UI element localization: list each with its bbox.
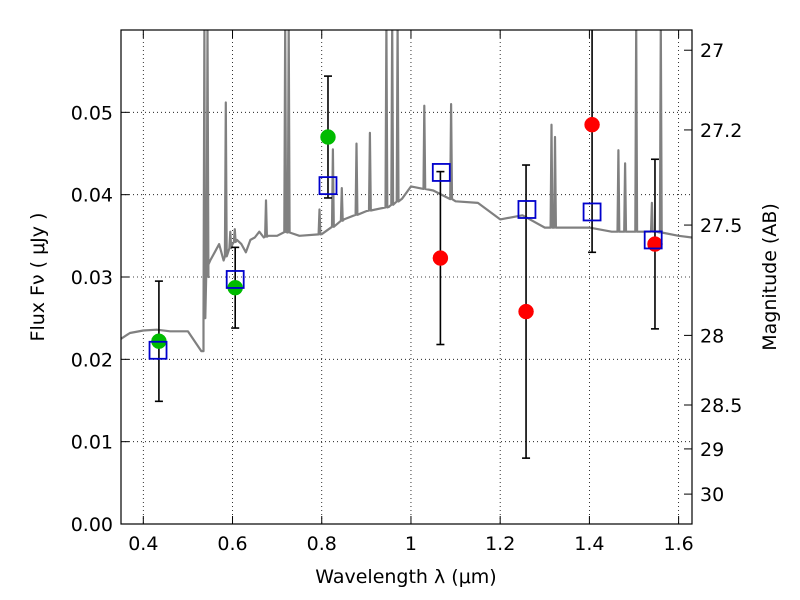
model-square-point (225, 270, 245, 289)
observed-point (518, 303, 534, 320)
plot-background (121, 30, 692, 524)
y-axis-title: Flux Fν ( μJy ) (27, 213, 49, 342)
x-tick-label: 1 (405, 533, 417, 555)
observed-point (320, 129, 336, 145)
mag-tick-label: 27.2 (700, 120, 742, 142)
x-tick-label: 1.6 (664, 533, 694, 555)
model-square-point (582, 202, 602, 222)
axis-ticks: 0.4 0.6 0.8 1 1.2 1.4 1.6 0.00 0.01 0.02 0.03 0.04 0… (71, 30, 742, 555)
mag-tick-label: 30 (700, 484, 724, 506)
mag-tick-label: 29 (700, 439, 724, 461)
y-axis-right-title: Magnitude (AB) (759, 203, 781, 351)
y-tick-label: 0.04 (71, 185, 113, 207)
data-points (148, 30, 663, 459)
mag-tick-label: 28 (700, 325, 724, 347)
model-square-point (148, 340, 168, 360)
model-square-point (431, 163, 451, 182)
mag-tick-label: 27.5 (700, 215, 742, 237)
x-tick-label: 0.6 (217, 533, 247, 555)
x-tick-label: 1.4 (574, 533, 604, 555)
model-spectrum-line (121, 30, 692, 353)
y-tick-label: 0.00 (71, 514, 113, 536)
y-tick-label: 0.05 (71, 102, 113, 124)
observed-point (584, 116, 600, 133)
y-tick-label: 0.03 (71, 267, 113, 289)
model-square-point (643, 230, 663, 250)
x-tick-label: 0.4 (128, 533, 158, 555)
x-axis-title: Wavelength λ (μm) (315, 566, 496, 588)
observed-point (432, 250, 449, 266)
model-square-point (318, 176, 338, 196)
mag-tick-label: 28.5 (700, 395, 742, 417)
y-tick-label: 0.02 (71, 349, 113, 371)
y-tick-label: 0.01 (71, 432, 113, 454)
x-tick-label: 1.2 (485, 533, 515, 555)
mag-tick-label: 27 (700, 40, 724, 62)
x-tick-label: 0.8 (307, 533, 337, 555)
model-square-point (517, 200, 537, 219)
